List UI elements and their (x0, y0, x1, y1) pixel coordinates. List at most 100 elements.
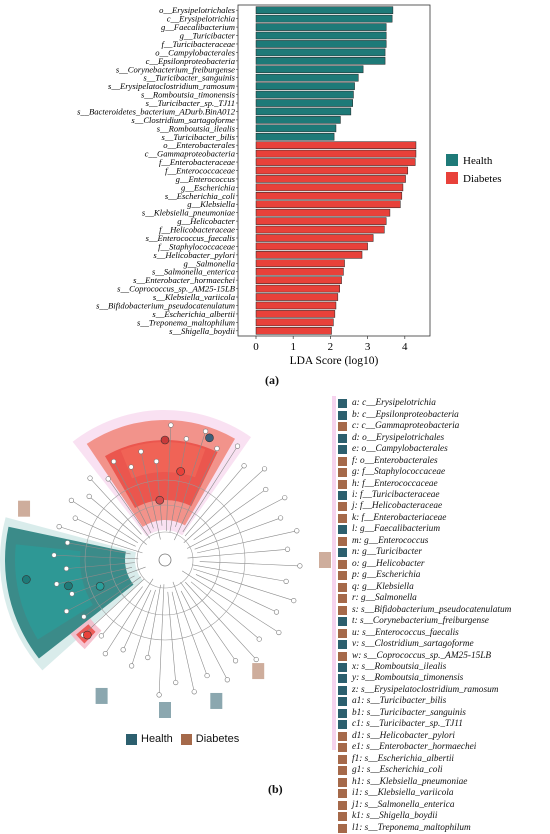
clade-legend-swatch (338, 823, 347, 833)
clade-legend-text: u: s__Enterococcus_faecalis (352, 627, 459, 638)
clade-legend-text: l1: s__Treponema_maltophilum (352, 822, 471, 833)
tree-branch (199, 561, 300, 567)
tree-branch (75, 517, 136, 547)
clade-legend-item: c1: s__Turicibacter_sp._TJ11 (338, 719, 548, 730)
clade-legend-text: q: g__Klebsiella (352, 581, 414, 592)
category-label: s__Clostridium_sartagoforme (131, 115, 235, 125)
clade-legend-item: g1: s__Escherichia_coli (338, 765, 548, 776)
tree-node (81, 614, 87, 620)
tree-branch (82, 578, 145, 636)
biomarker-node (95, 581, 105, 591)
clade-legend-swatch (338, 456, 347, 466)
clade-legend-text: x: s__Romboutsia_ilealis (352, 662, 447, 673)
bar (255, 284, 340, 293)
category-label: s__Treponema_maltophilum (137, 317, 235, 327)
tree-ring (136, 531, 194, 589)
category-label: s__Enterobacter_hormaechei (133, 275, 235, 285)
tree-branch (105, 578, 154, 654)
clade-legend-swatch (338, 754, 347, 764)
clade-legend-item: j1: s__Salmonella_enterica (338, 799, 548, 810)
tree-node (253, 656, 259, 663)
tree-node (277, 515, 284, 521)
tree-node (168, 422, 174, 428)
clade-legend-item: h1: s__Klebsiella_pneumoniae (338, 776, 548, 787)
clade-legend-item: d1: s__Helicobacter_pylori (338, 731, 548, 742)
tree-node (54, 581, 60, 587)
root-node (158, 553, 172, 567)
category-label: f__Enterobacteraceae (159, 157, 235, 167)
clade-legend-item: v: s__Clostridium_sartagoforme (338, 639, 548, 650)
tree-branch (195, 574, 277, 613)
bar (255, 23, 387, 31)
category-label: f__Turicibacteraceae (161, 39, 235, 49)
bar (255, 208, 391, 217)
clade-legend-text: k1: s__Shigella_boydii (352, 811, 438, 822)
category-label: g__Enterococcus (176, 174, 236, 184)
category-label: s__Enterococcus_faecalis (146, 233, 236, 243)
clade-legend-text: i1: s__Klebsiella_variicola (352, 788, 454, 799)
category-label: s__Klebsiella_pneumoniae (142, 208, 235, 218)
tree-branch (66, 562, 135, 569)
cladogram-group-legend: Health Diabetes (118, 733, 239, 745)
clade-tag-box (252, 663, 265, 680)
health-legend-label: Health (141, 733, 173, 745)
tree-branch (171, 591, 195, 692)
tree-branch (66, 575, 135, 612)
biomarker-node (205, 433, 214, 443)
bar (255, 166, 409, 175)
tree-branch (187, 548, 288, 559)
clade-legend-text: a: c__Erysipelotrichia (352, 398, 436, 409)
clade-tag-box (210, 692, 223, 709)
bar (255, 234, 374, 242)
clade-legend-item: o: g__Helicobacter (338, 559, 548, 570)
bar (255, 107, 352, 116)
clade-legend-item: w: s__Coprococcus_sp._AM25-15LB (338, 650, 548, 661)
clade-legend-text: c1: s__Turicibacter_sp._TJ11 (352, 719, 463, 730)
tree-branch (54, 554, 139, 560)
tree-node (273, 609, 280, 615)
clade-legend-text: l: g__Faecalibacterium (352, 524, 441, 535)
clade-legend-item: b: c__Epsilonproteobacteria (338, 409, 548, 420)
tree-branch (185, 581, 257, 660)
tree-branch (194, 517, 281, 550)
clade-legend-text: h: f__Enterococcaceae (352, 478, 438, 489)
clade-legend-swatch (338, 743, 347, 753)
legend-label: Health (463, 155, 493, 167)
clade-legend-text: t: s__Corynebacterium_freiburgense (352, 616, 489, 627)
clade-legend-swatch (338, 502, 347, 512)
clade-legend-item: k: f__Enterobacteriaceae (338, 513, 548, 524)
clade-tag-box (18, 500, 31, 517)
clade-legend-swatch (338, 697, 347, 707)
category-label: s__Escherichia_albertii (152, 309, 235, 319)
panel-b-label: (b) (268, 782, 283, 796)
clade-legend-swatch (338, 445, 347, 455)
tree-branch (192, 564, 287, 582)
clade-legend-text: w: s__Coprococcus_sp._AM25-15LB (352, 650, 492, 661)
clade-legend-swatch (338, 548, 347, 558)
tree-node (129, 663, 135, 669)
clade-legend-swatch (338, 685, 347, 695)
bar (255, 276, 342, 284)
tree-node (120, 647, 126, 653)
tree-ring (84, 479, 246, 641)
tree-node (183, 436, 189, 442)
clade-legend-text: b: c__Epsilonproteobacteria (352, 409, 459, 420)
clade-legend-item: m: g__Enterococcus (338, 536, 548, 547)
clade-legend-text: f: o__Enterobacterales (352, 455, 438, 466)
bar (255, 65, 364, 74)
clade-legend-item: i1: s__Klebsiella_variicola (338, 788, 548, 799)
clade-legend-text: j1: s__Salmonella_enterica (352, 799, 455, 810)
clade-legend-swatch (338, 731, 347, 741)
clade-legend-text: e: o__Campylobacterales (352, 444, 448, 455)
tree-branch (197, 530, 297, 554)
bar (255, 225, 385, 234)
bar (255, 141, 417, 149)
tree-branch (190, 581, 260, 640)
bar (255, 82, 355, 90)
tree-node (276, 629, 282, 636)
clade-legend-text: e1: s__Enterobacter_hormaechei (352, 742, 477, 753)
clade-legend-item: i: f__Turicibacteraceae (338, 490, 548, 501)
clade-legend-swatch (338, 559, 347, 569)
bar (255, 326, 332, 335)
tree-node (173, 679, 179, 686)
